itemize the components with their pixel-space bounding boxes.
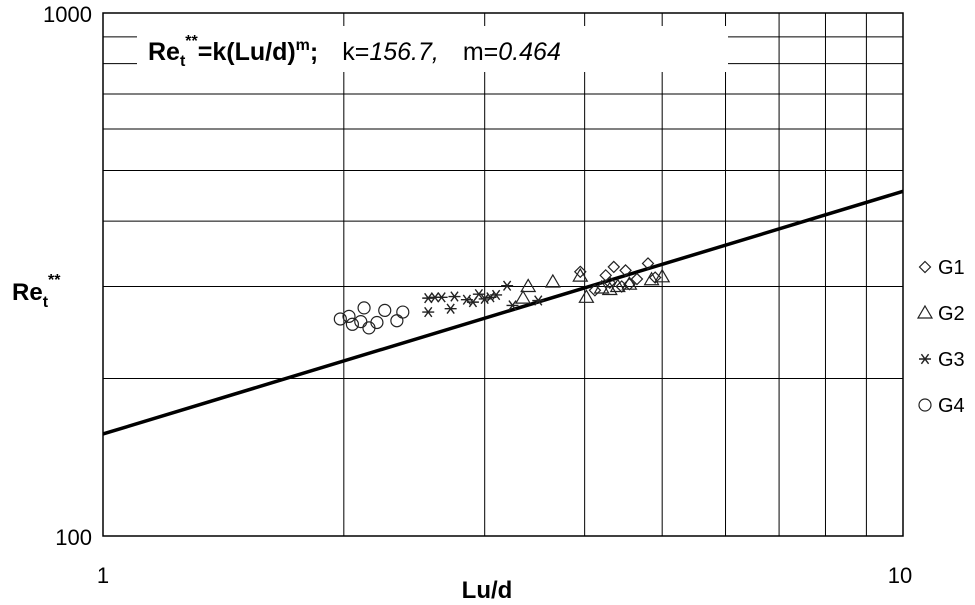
plot-frame xyxy=(102,12,904,537)
data-point-g1 xyxy=(641,257,655,270)
data-point-g2 xyxy=(514,289,532,304)
data-point-g2 xyxy=(621,276,638,290)
data-point-g3 xyxy=(484,292,497,303)
equation-exponent: m xyxy=(296,37,310,54)
legend-label-g2: G2 xyxy=(938,303,965,325)
legend-marker-g3 xyxy=(919,353,931,365)
legend-marker-g2 xyxy=(916,304,934,319)
y-tick-label: 1000 xyxy=(43,2,92,27)
data-point-g3 xyxy=(435,292,448,303)
data-point-g2 xyxy=(593,279,610,294)
data-point-g1 xyxy=(573,265,587,279)
x-axis-title: Lu/d xyxy=(462,577,513,604)
data-point-g4 xyxy=(396,305,410,319)
equation-box xyxy=(137,26,728,72)
data-point-g3 xyxy=(448,291,461,302)
fit-line xyxy=(102,189,904,436)
data-point-g2 xyxy=(544,273,561,288)
equation-lhs: Re xyxy=(148,38,180,66)
data-point-g3 xyxy=(444,303,457,314)
x-tick-label: 10 xyxy=(888,563,912,588)
y-axis-title-sub: t xyxy=(43,294,49,311)
gridlines xyxy=(103,13,903,536)
data-point-g2 xyxy=(609,278,626,293)
equation-k-value: 156.7, xyxy=(369,38,439,66)
data-point-g2 xyxy=(520,278,537,293)
legend-label-g3: G3 xyxy=(938,349,965,371)
legend-marker-g4 xyxy=(918,398,932,412)
equation-text: Ret **=k(Lu/d)m; k=156.7, m=0.464 xyxy=(148,33,561,70)
data-point-g4 xyxy=(333,312,347,326)
data-point-g4 xyxy=(370,315,384,330)
data-point-g3 xyxy=(532,295,545,306)
legend-label-g1: G1 xyxy=(938,257,965,279)
data-point-g2 xyxy=(578,289,595,303)
y-axis-title: Ret ** xyxy=(12,272,61,311)
data-point-g2 xyxy=(572,267,589,282)
data-point-g2 xyxy=(643,271,660,286)
equation-separator: ; xyxy=(310,38,318,66)
equation-rhs: =k(Lu/d) xyxy=(198,38,296,66)
equation-m-label: m= xyxy=(463,38,498,66)
data-point-g4 xyxy=(390,314,404,328)
data-point-g4 xyxy=(357,301,371,315)
data-point-g3 xyxy=(506,300,519,311)
data-point-g2 xyxy=(654,268,671,283)
data-point-g1 xyxy=(607,260,621,274)
legend: G1 G2 G3 G4 xyxy=(916,257,965,417)
fit-layer xyxy=(102,189,904,436)
data-point-g4 xyxy=(342,309,356,323)
data-point-g4 xyxy=(378,303,392,317)
data-point-g3 xyxy=(422,306,435,318)
y-tick-label: 100 xyxy=(55,525,92,550)
equation-lhs-sub: t xyxy=(180,53,186,70)
points-layer xyxy=(333,257,671,335)
x-tick-label: 1 xyxy=(97,563,109,588)
data-point-g2 xyxy=(601,281,618,296)
data-point-g3 xyxy=(422,292,435,304)
data-point-g1 xyxy=(599,269,613,282)
equation-m-value: 0.464 xyxy=(498,38,561,66)
data-point-g1 xyxy=(630,272,644,286)
equation-lhs-sup: ** xyxy=(185,33,198,50)
legend-marker-g1 xyxy=(918,260,932,274)
equation-k-label: k= xyxy=(342,38,369,66)
data-point-g3 xyxy=(501,280,514,291)
data-point-g4 xyxy=(354,315,368,329)
data-point-g1 xyxy=(619,264,632,277)
legend-label-g4: G4 xyxy=(938,395,965,417)
data-point-g1 xyxy=(588,283,602,297)
data-point-g3 xyxy=(466,296,479,308)
y-axis-title-main: Re xyxy=(12,279,43,306)
y-axis-title-sup: ** xyxy=(48,272,61,289)
data-point-g4 xyxy=(345,317,360,331)
